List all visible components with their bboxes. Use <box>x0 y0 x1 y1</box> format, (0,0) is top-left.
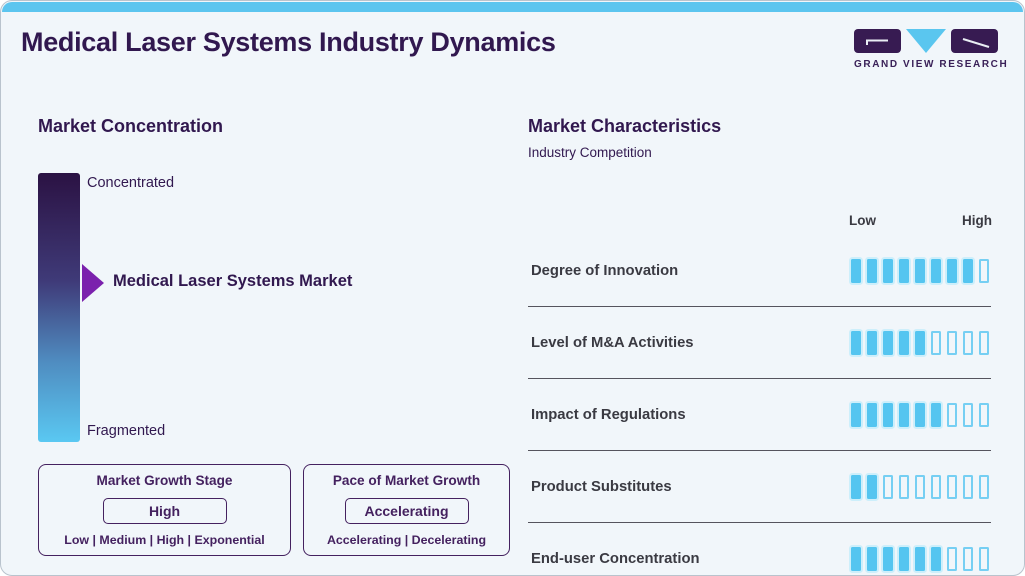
segment-filled <box>867 546 877 571</box>
segment-filled <box>851 474 861 499</box>
segment-empty <box>947 474 957 499</box>
characteristic-row: Product Substitutes <box>528 451 991 523</box>
segment-empty <box>963 474 973 499</box>
segment-empty <box>947 402 957 427</box>
logo-v-mark-icon <box>906 29 946 53</box>
segment-filled <box>899 258 909 283</box>
segment-empty <box>979 474 989 499</box>
segment-empty <box>931 330 941 355</box>
rating-segments <box>851 402 991 427</box>
segment-filled <box>947 258 957 283</box>
segment-filled <box>867 258 877 283</box>
pace-options: Accelerating | Decelerating <box>326 533 487 547</box>
segment-empty <box>963 330 973 355</box>
segment-empty <box>963 402 973 427</box>
rating-segments <box>851 330 991 355</box>
segment-filled <box>851 402 861 427</box>
segment-filled <box>915 330 925 355</box>
segment-filled <box>851 258 861 283</box>
segment-filled <box>931 546 941 571</box>
segment-empty <box>963 546 973 571</box>
industry-competition-subtitle: Industry Competition <box>528 145 652 160</box>
logo-r-mark-icon <box>951 29 998 53</box>
segment-empty <box>883 474 893 499</box>
market-concentration-heading: Market Concentration <box>38 116 224 136</box>
growth-stage-value: High <box>102 497 227 524</box>
logo-g-mark-icon <box>854 29 901 53</box>
segment-filled <box>867 330 877 355</box>
characteristic-row: Impact of Regulations <box>528 379 991 451</box>
characteristic-label: End-user Concentration <box>531 550 700 567</box>
segment-filled <box>883 330 893 355</box>
scale-low-label: Low <box>849 213 876 228</box>
segment-filled <box>899 330 909 355</box>
market-pointer-label: Medical Laser Systems Market <box>113 272 353 290</box>
segment-filled <box>883 546 893 571</box>
segment-empty <box>979 546 989 571</box>
characteristic-label: Product Substitutes <box>531 478 672 495</box>
growth-stage-options: Low | Medium | High | Exponential <box>64 533 265 547</box>
segment-empty <box>947 330 957 355</box>
segment-filled <box>899 546 909 571</box>
rating-segments <box>851 474 991 499</box>
segment-empty <box>979 330 989 355</box>
scale-high-label: High <box>962 213 992 228</box>
fragmented-label: Fragmented <box>87 423 166 439</box>
pace-of-growth-box: Pace of Market Growth Accelerating Accel… <box>303 464 510 556</box>
segment-filled <box>931 258 941 283</box>
characteristic-label: Impact of Regulations <box>531 406 686 423</box>
segment-filled <box>915 402 925 427</box>
logo-wordmark: GRAND VIEW RESEARCH <box>854 59 1009 70</box>
top-accent-bar <box>2 2 1023 12</box>
concentration-gradient-bar <box>38 173 80 442</box>
segment-filled <box>883 258 893 283</box>
pace-value: Accelerating <box>344 497 469 524</box>
market-characteristics-section: Market Characteristics Industry Competit… <box>528 116 992 575</box>
segment-filled <box>851 330 861 355</box>
growth-stage-title: Market Growth Stage <box>96 473 233 488</box>
segment-empty <box>931 474 941 499</box>
segment-filled <box>867 474 877 499</box>
characteristic-label: Degree of Innovation <box>531 262 679 279</box>
pointer-arrow-icon <box>82 264 104 302</box>
segment-filled <box>899 402 909 427</box>
segment-filled <box>915 258 925 283</box>
segment-empty <box>979 402 989 427</box>
characteristic-row: Degree of Innovation <box>528 235 991 307</box>
segment-empty <box>915 474 925 499</box>
segment-filled <box>883 402 893 427</box>
segment-filled <box>931 402 941 427</box>
segment-filled <box>963 258 973 283</box>
segment-filled <box>851 546 861 571</box>
segment-empty <box>979 258 989 283</box>
page-title: Medical Laser Systems Industry Dynamics <box>21 27 556 57</box>
characteristic-row: Level of M&A Activities <box>528 307 991 379</box>
segment-filled <box>867 402 877 427</box>
rating-segments <box>851 258 991 283</box>
characteristic-label: Level of M&A Activities <box>531 334 694 351</box>
segment-empty <box>899 474 909 499</box>
pace-title: Pace of Market Growth <box>332 473 481 488</box>
gvr-logo-marks <box>854 29 1000 53</box>
gvr-logo: GRAND VIEW RESEARCH <box>854 29 1009 70</box>
characteristics-rows: Degree of Innovation Level of M&A Activit… <box>528 235 991 575</box>
rating-segments <box>851 546 991 571</box>
market-growth-stage-box: Market Growth Stage High Low | Medium | … <box>38 464 291 556</box>
segment-empty <box>947 546 957 571</box>
market-characteristics-heading: Market Characteristics <box>528 116 722 136</box>
segment-filled <box>915 546 925 571</box>
concentrated-label: Concentrated <box>87 175 175 191</box>
characteristic-row: End-user Concentration <box>528 523 991 575</box>
